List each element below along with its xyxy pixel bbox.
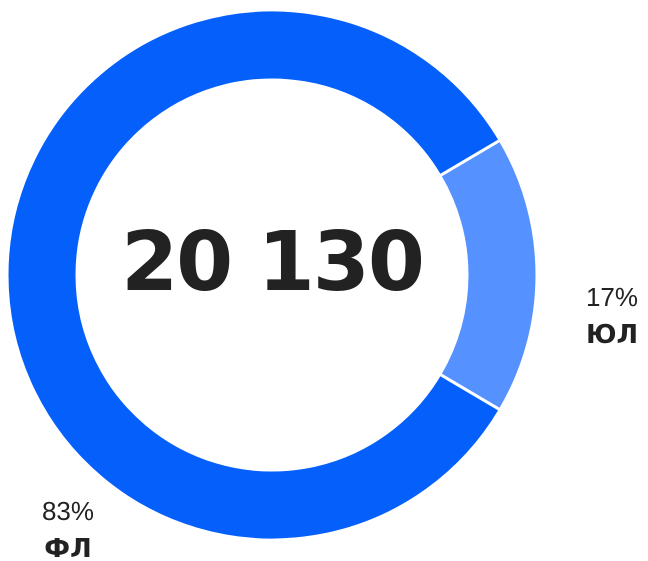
slice-label-fl-percent: 83% — [42, 496, 94, 526]
slice-label-fl-name: ФЛ — [44, 534, 91, 561]
total-value: 20 130 — [121, 215, 423, 310]
donut-slices — [5, 8, 539, 542]
donut-slice-fl — [5, 8, 503, 542]
slice-label-ul-name: ЮЛ — [586, 320, 638, 350]
donut-slice-ul — [437, 138, 539, 412]
slice-label-ul-percent: 17% — [586, 282, 638, 312]
